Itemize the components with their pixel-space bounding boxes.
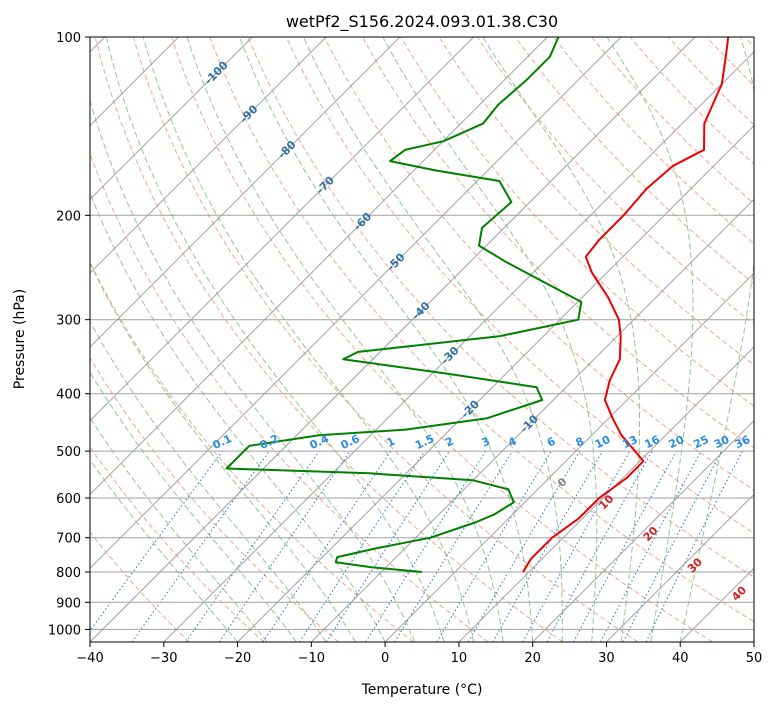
mixing-ratio-lines (90, 450, 743, 642)
y-tick-label: 900 (56, 596, 81, 611)
x-tick-label: 50 (746, 651, 763, 666)
profile-line-1 (522, 37, 730, 573)
isotherm (606, 493, 754, 642)
mixing-ratio-line (185, 450, 320, 642)
mixing-ratio-label: 20 (667, 433, 687, 451)
y-tick-label: 100 (56, 31, 81, 46)
moist-adiabat (679, 37, 754, 642)
x-tick-label: 40 (672, 651, 689, 666)
moist-adiabat (482, 37, 640, 642)
moist-adiabat (239, 37, 534, 642)
mixing-ratio-label: 16 (643, 433, 663, 451)
dry-adiabat (90, 260, 414, 642)
x-axis-ticks: −40 −30 −20 −10 0 10 20 30 40 50 (76, 642, 762, 666)
isotherm (90, 37, 696, 642)
y-tick-label: 300 (56, 314, 81, 329)
mixing-ratio-line (218, 450, 351, 642)
mixing-ratio-line (325, 450, 450, 642)
y-tick-label: 500 (56, 445, 81, 460)
mixing-ratio-line (90, 450, 223, 632)
plot-area (90, 37, 754, 642)
isotherm (90, 37, 548, 496)
y-tick-label: 700 (56, 532, 81, 547)
dry-adiabat (171, 37, 713, 642)
x-tick-label: 20 (524, 651, 541, 666)
y-tick-label: 1000 (48, 623, 81, 638)
mixing-ratio-line (573, 450, 677, 642)
moist-adiabat (90, 416, 268, 642)
dry-adiabat (90, 356, 339, 642)
moist-adiabat (105, 37, 445, 642)
chart-title: wetPf2_S156.2024.093.01.38.C30 (286, 12, 558, 32)
isotherm (237, 124, 754, 642)
dry-adiabat (209, 37, 754, 623)
y-tick-label: 400 (56, 388, 81, 403)
dry-adiabat (323, 37, 754, 491)
y-axis-ticks: 100 200 300 400 500 600 700 800 900 1000 (48, 31, 90, 638)
x-tick-label: −40 (76, 651, 103, 666)
mixing-ratio-line (645, 450, 743, 642)
plot-background (90, 37, 754, 642)
x-tick-label: 30 (598, 651, 615, 666)
dry-adiabat (629, 37, 754, 165)
mixing-ratio-label: 30 (712, 433, 732, 451)
x-tick-label: −20 (224, 651, 251, 666)
isotherm (384, 272, 754, 642)
dry-adiabats (90, 37, 754, 642)
mixing-ratio-label: 10 (593, 433, 613, 451)
isotherm (90, 37, 253, 201)
dry-adiabat (132, 37, 639, 642)
dry-adiabat (438, 37, 754, 366)
dry-adiabat (90, 531, 190, 642)
profile-line-2 (225, 37, 583, 573)
mixing-ratio-label: 13 (620, 433, 639, 451)
isotherm (90, 37, 401, 348)
x-tick-label: 0 (381, 651, 389, 666)
mixing-ratio-label: 25 (692, 433, 711, 451)
y-tick-label: 600 (56, 492, 81, 507)
moist-adiabat (90, 262, 357, 642)
moist-adiabat (303, 37, 563, 642)
moist-adiabat (186, 37, 504, 642)
moist-adiabat (606, 37, 694, 642)
isotherms (90, 37, 754, 642)
dry-adiabat (553, 37, 754, 245)
dry-adiabat (94, 37, 564, 642)
profiles (225, 37, 730, 573)
mixing-ratio-line (131, 450, 270, 642)
isotherm (90, 37, 622, 569)
moist-adiabat (90, 458, 238, 642)
moist-adiabat (90, 371, 297, 642)
x-tick-label: 10 (451, 651, 468, 666)
x-axis-label: Temperature (°C) (361, 682, 483, 698)
y-tick-label: 800 (56, 566, 81, 581)
dry-adiabat (476, 37, 754, 325)
mixing-ratio-line (546, 450, 653, 642)
moist-adiabat (90, 191, 386, 642)
y-axis-label: Pressure (hPa) (12, 289, 28, 389)
x-tick-label: −30 (150, 651, 177, 666)
mixing-ratio-line (394, 450, 513, 642)
dry-adiabat (400, 37, 754, 407)
isotherm (458, 346, 754, 642)
isotherm (90, 37, 327, 274)
moist-adiabat (142, 37, 475, 642)
x-tick-label: −10 (298, 651, 325, 666)
isobars (90, 37, 754, 630)
y-tick-label: 200 (56, 209, 81, 224)
isotherm (90, 37, 475, 422)
isotherm (532, 419, 754, 642)
plot-frame (89, 36, 755, 643)
mixing-ratio-line (262, 450, 392, 642)
mixing-ratio-label: 36 (733, 433, 753, 451)
